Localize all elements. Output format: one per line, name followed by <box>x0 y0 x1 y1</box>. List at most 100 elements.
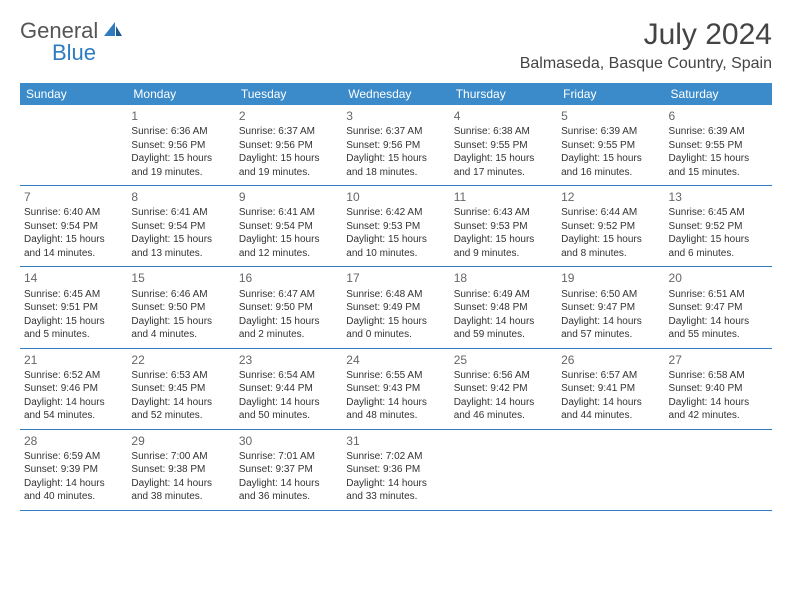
day-daylight1: Daylight: 15 hours <box>239 152 338 166</box>
day-daylight1: Daylight: 15 hours <box>346 315 445 329</box>
day-cell: 17Sunrise: 6:48 AMSunset: 9:49 PMDayligh… <box>342 267 449 347</box>
month-title: July 2024 <box>520 18 772 51</box>
day-number: 15 <box>131 270 230 286</box>
day-sunrise: Sunrise: 7:00 AM <box>131 450 230 464</box>
day-number: 29 <box>131 433 230 449</box>
day-cell: 18Sunrise: 6:49 AMSunset: 9:48 PMDayligh… <box>450 267 557 347</box>
day-sunrise: Sunrise: 6:37 AM <box>239 125 338 139</box>
day-sunset: Sunset: 9:54 PM <box>24 220 123 234</box>
day-sunrise: Sunrise: 6:52 AM <box>24 369 123 383</box>
day-cell: 6Sunrise: 6:39 AMSunset: 9:55 PMDaylight… <box>665 105 772 185</box>
day-daylight1: Daylight: 15 hours <box>346 233 445 247</box>
day-cell: 3Sunrise: 6:37 AMSunset: 9:56 PMDaylight… <box>342 105 449 185</box>
day-daylight2: and 4 minutes. <box>131 328 230 342</box>
day-number: 17 <box>346 270 445 286</box>
day-daylight1: Daylight: 15 hours <box>239 233 338 247</box>
day-cell: 14Sunrise: 6:45 AMSunset: 9:51 PMDayligh… <box>20 267 127 347</box>
day-number: 22 <box>131 352 230 368</box>
day-daylight1: Daylight: 15 hours <box>239 315 338 329</box>
day-number: 26 <box>561 352 660 368</box>
weekday-header: Tuesday <box>235 83 342 105</box>
day-sunset: Sunset: 9:38 PM <box>131 463 230 477</box>
day-number: 31 <box>346 433 445 449</box>
day-sunrise: Sunrise: 6:38 AM <box>454 125 553 139</box>
day-sunset: Sunset: 9:56 PM <box>239 139 338 153</box>
day-cell <box>665 430 772 510</box>
day-daylight2: and 42 minutes. <box>669 409 768 423</box>
day-sunrise: Sunrise: 6:41 AM <box>131 206 230 220</box>
day-cell: 22Sunrise: 6:53 AMSunset: 9:45 PMDayligh… <box>127 349 234 429</box>
day-sunrise: Sunrise: 6:50 AM <box>561 288 660 302</box>
day-daylight1: Daylight: 14 hours <box>346 396 445 410</box>
day-daylight1: Daylight: 15 hours <box>131 233 230 247</box>
day-number: 24 <box>346 352 445 368</box>
day-daylight2: and 52 minutes. <box>131 409 230 423</box>
weeks-container: 1Sunrise: 6:36 AMSunset: 9:56 PMDaylight… <box>20 105 772 511</box>
day-cell: 7Sunrise: 6:40 AMSunset: 9:54 PMDaylight… <box>20 186 127 266</box>
day-cell: 20Sunrise: 6:51 AMSunset: 9:47 PMDayligh… <box>665 267 772 347</box>
day-daylight2: and 40 minutes. <box>24 490 123 504</box>
weekday-header: Friday <box>557 83 664 105</box>
day-sunrise: Sunrise: 6:55 AM <box>346 369 445 383</box>
weekday-header-row: SundayMondayTuesdayWednesdayThursdayFrid… <box>20 83 772 105</box>
day-daylight1: Daylight: 14 hours <box>24 396 123 410</box>
day-number: 5 <box>561 108 660 124</box>
day-daylight1: Daylight: 15 hours <box>561 152 660 166</box>
day-sunset: Sunset: 9:55 PM <box>561 139 660 153</box>
day-sunrise: Sunrise: 6:44 AM <box>561 206 660 220</box>
day-number: 19 <box>561 270 660 286</box>
day-sunrise: Sunrise: 6:39 AM <box>561 125 660 139</box>
sail-icon <box>102 20 124 43</box>
day-sunrise: Sunrise: 7:02 AM <box>346 450 445 464</box>
day-sunrise: Sunrise: 6:49 AM <box>454 288 553 302</box>
day-sunset: Sunset: 9:39 PM <box>24 463 123 477</box>
day-cell <box>557 430 664 510</box>
day-sunset: Sunset: 9:56 PM <box>346 139 445 153</box>
weekday-header: Sunday <box>20 83 127 105</box>
day-daylight2: and 18 minutes. <box>346 166 445 180</box>
day-daylight2: and 54 minutes. <box>24 409 123 423</box>
day-daylight1: Daylight: 14 hours <box>239 396 338 410</box>
day-number: 13 <box>669 189 768 205</box>
day-number: 3 <box>346 108 445 124</box>
day-daylight1: Daylight: 14 hours <box>131 477 230 491</box>
day-sunrise: Sunrise: 6:45 AM <box>669 206 768 220</box>
day-sunrise: Sunrise: 6:45 AM <box>24 288 123 302</box>
day-sunset: Sunset: 9:40 PM <box>669 382 768 396</box>
day-daylight2: and 12 minutes. <box>239 247 338 261</box>
day-sunrise: Sunrise: 6:39 AM <box>669 125 768 139</box>
day-cell: 11Sunrise: 6:43 AMSunset: 9:53 PMDayligh… <box>450 186 557 266</box>
header: General Blue July 2024 Balmaseda, Basque… <box>20 18 772 73</box>
day-cell: 13Sunrise: 6:45 AMSunset: 9:52 PMDayligh… <box>665 186 772 266</box>
day-sunset: Sunset: 9:48 PM <box>454 301 553 315</box>
logo-text-blue: Blue <box>52 40 96 66</box>
day-number: 16 <box>239 270 338 286</box>
day-daylight2: and 15 minutes. <box>669 166 768 180</box>
day-cell: 19Sunrise: 6:50 AMSunset: 9:47 PMDayligh… <box>557 267 664 347</box>
day-number: 23 <box>239 352 338 368</box>
day-number: 20 <box>669 270 768 286</box>
day-number: 10 <box>346 189 445 205</box>
day-sunset: Sunset: 9:54 PM <box>131 220 230 234</box>
day-daylight2: and 38 minutes. <box>131 490 230 504</box>
day-sunset: Sunset: 9:50 PM <box>131 301 230 315</box>
day-daylight1: Daylight: 15 hours <box>669 152 768 166</box>
day-daylight1: Daylight: 15 hours <box>24 315 123 329</box>
day-cell: 31Sunrise: 7:02 AMSunset: 9:36 PMDayligh… <box>342 430 449 510</box>
location-text: Balmaseda, Basque Country, Spain <box>520 55 772 73</box>
day-daylight1: Daylight: 15 hours <box>454 152 553 166</box>
day-sunrise: Sunrise: 6:58 AM <box>669 369 768 383</box>
day-number: 11 <box>454 189 553 205</box>
day-daylight2: and 33 minutes. <box>346 490 445 504</box>
day-daylight1: Daylight: 15 hours <box>346 152 445 166</box>
day-daylight2: and 36 minutes. <box>239 490 338 504</box>
day-daylight2: and 50 minutes. <box>239 409 338 423</box>
day-daylight2: and 46 minutes. <box>454 409 553 423</box>
day-daylight1: Daylight: 15 hours <box>454 233 553 247</box>
day-daylight2: and 19 minutes. <box>239 166 338 180</box>
day-sunrise: Sunrise: 6:56 AM <box>454 369 553 383</box>
day-daylight2: and 8 minutes. <box>561 247 660 261</box>
day-daylight2: and 19 minutes. <box>131 166 230 180</box>
day-number: 2 <box>239 108 338 124</box>
day-cell: 5Sunrise: 6:39 AMSunset: 9:55 PMDaylight… <box>557 105 664 185</box>
